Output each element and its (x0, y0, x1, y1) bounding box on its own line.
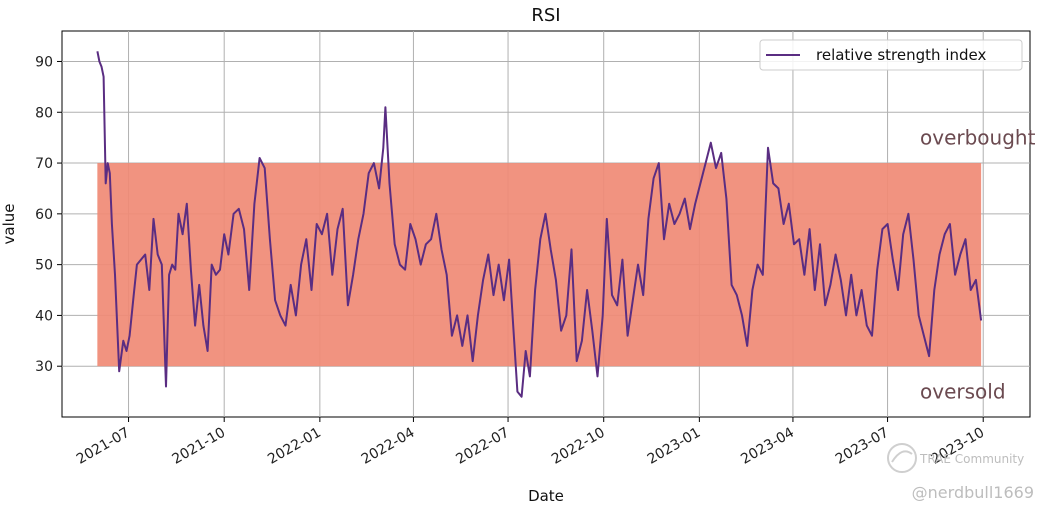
y-axis-label: value (0, 204, 18, 245)
y-tick-label: 40 (35, 308, 53, 324)
x-tick-label: 2023-04 (738, 425, 797, 468)
x-tick-label: 2021-07 (74, 425, 133, 468)
legend: relative strength index (759, 39, 1023, 71)
annotation-overbought: overbought (920, 126, 1036, 150)
y-tick-label: 70 (35, 156, 53, 172)
community-logo-swoosh-icon (891, 450, 913, 463)
x-tick-label: 2022-01 (265, 425, 324, 468)
annotations: overbought oversold (920, 126, 1036, 404)
y-tick-label: 30 (35, 359, 53, 375)
legend-box (759, 39, 1023, 71)
x-tick-label: 2021-10 (170, 425, 229, 468)
legend-label: relative strength index (816, 46, 986, 64)
watermark-community: TRAE Community (919, 452, 1024, 466)
x-tick-label: 2023-01 (645, 425, 704, 468)
community-logo-icon (887, 443, 917, 473)
x-tick-label: 2023-07 (833, 425, 892, 468)
x-axis-label: Date (528, 487, 564, 505)
series-line-0 (96, 51, 983, 398)
x-tick-label: 2022-07 (453, 425, 512, 468)
rsi-band-layer (97, 163, 982, 367)
annotation-oversold: oversold (920, 380, 1006, 404)
watermark-handle: @nerdbull1669 (912, 483, 1034, 502)
watermark: TRAE Community @nerdbull1669 (887, 443, 1034, 502)
plot-area-frame (61, 30, 1031, 418)
series-layer (96, 51, 983, 398)
y-tick-label: 60 (35, 207, 53, 223)
x-tick-label: 2022-04 (359, 425, 418, 468)
y-axis-ticks: 30 40 50 60 70 80 90 (35, 54, 62, 375)
x-tick-label: 2022-10 (549, 425, 608, 468)
rsi-band (97, 163, 982, 367)
chart-title: RSI (531, 5, 560, 26)
x-axis-ticks: 2021-07 2021-10 2022-01 2022-04 2022-07 2022-… (74, 417, 987, 468)
y-tick-label: 80 (35, 105, 53, 121)
y-tick-label: 50 (35, 258, 53, 274)
y-tick-label: 90 (35, 54, 53, 70)
